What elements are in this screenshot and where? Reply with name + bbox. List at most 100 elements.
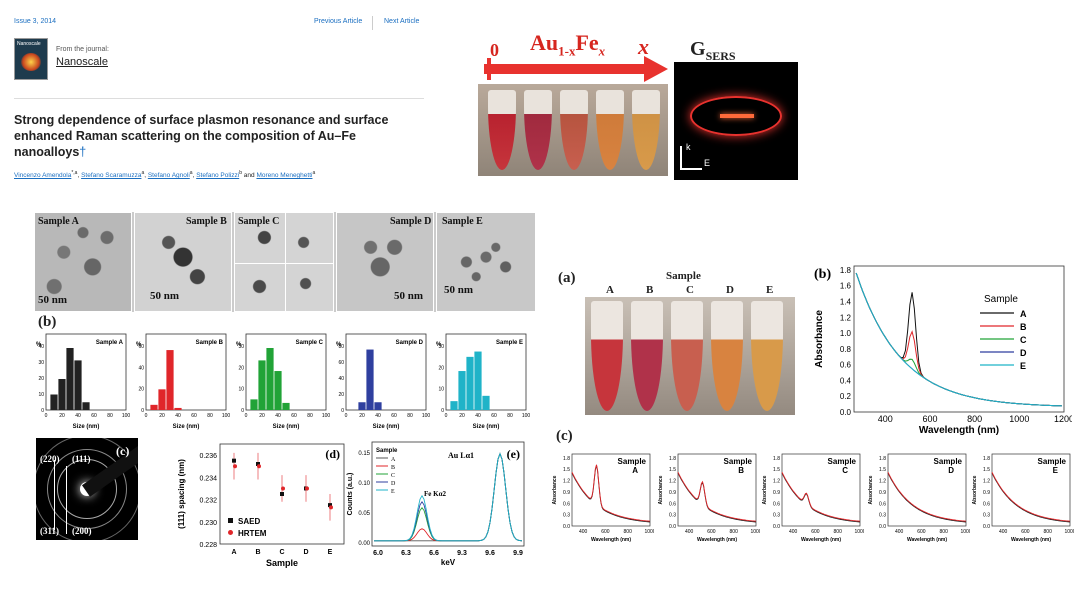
histogram-xtick: 40	[175, 413, 181, 419]
histogram-xtick: 60	[91, 413, 97, 419]
vial	[631, 301, 663, 411]
author-affiliation: a	[189, 170, 193, 176]
histogram-ytick: 20	[338, 392, 344, 398]
vial	[711, 301, 743, 411]
journal-name-link[interactable]: Nanoscale	[56, 56, 108, 68]
issue-label[interactable]: Issue 3, 2014	[14, 18, 57, 25]
histogram-xtick: 0	[345, 413, 348, 419]
histogram-ytick: 30	[38, 360, 44, 366]
histogram-bar	[66, 348, 74, 410]
ytick-label: 0.15	[358, 451, 370, 457]
tem-c-divider	[235, 263, 333, 264]
ytick-label: 0.3	[563, 513, 570, 519]
ytick-label: 1.8	[669, 456, 676, 462]
xtick-label: 800	[1044, 529, 1053, 535]
xtick-label: 1000	[1064, 529, 1074, 535]
author-link[interactable]: Moreno Meneghetti	[256, 172, 313, 180]
histogram-xtick: 40	[375, 413, 381, 419]
spectrum-line	[571, 465, 651, 523]
xtick-label: 1200	[1054, 414, 1072, 424]
histogram-ytick: 60	[338, 360, 344, 366]
histogram-bar	[450, 401, 458, 410]
x-axis-label: Sample	[266, 558, 298, 568]
composition-arrow-bar	[484, 64, 650, 74]
ga-svg	[484, 56, 668, 82]
spectrum-panel-c: 1.8 1.5 1.2 0.9 0.6 0.3 0.0 400 600 800 1000 Wavele…	[762, 453, 864, 543]
author-link[interactable]: Stefano Polizzi	[196, 172, 240, 180]
hrtem-point	[281, 486, 285, 491]
histogram-xtick: 100	[322, 413, 330, 419]
title-line-2: enhanced Raman scattering on the composi…	[14, 129, 356, 143]
author-link[interactable]: Vincenzo Amendola	[14, 172, 72, 180]
scale-bar-e: 50 nm	[444, 284, 474, 296]
histogram-bar	[258, 360, 266, 410]
esi-dagger-link[interactable]: †	[79, 145, 87, 159]
ring-label-200: (200)	[72, 526, 92, 536]
ytick-label: 1.5	[773, 467, 780, 473]
spectrum-line	[781, 472, 861, 523]
composition-arrow-head	[644, 56, 668, 82]
hrtem-point	[233, 464, 237, 469]
legend-title: Sample	[376, 448, 398, 454]
xtick-label: B	[255, 549, 260, 556]
histogram-bar	[174, 407, 182, 410]
xtick-label: 800	[834, 529, 843, 535]
xtick-label: 6.6	[429, 550, 439, 557]
y-axis-label: Absorbance	[814, 310, 825, 368]
ytick-label: 0.05	[358, 511, 370, 517]
xtick-label: 6.0	[373, 550, 383, 557]
field-enhancement-map: k E	[674, 62, 798, 180]
y-axis-label: (111) spacing (nm)	[177, 459, 186, 529]
journal-cover-thumbnail[interactable]: Nanoscale	[14, 38, 48, 80]
x-label: x	[638, 34, 649, 59]
saed-point	[256, 462, 260, 466]
xtick-label: 1000	[750, 529, 760, 535]
legend-label: C	[391, 473, 395, 479]
spectrum-line	[991, 472, 1071, 522]
spectrum-title: Sample	[934, 457, 963, 466]
xtick-label: 400	[999, 529, 1008, 535]
vial	[632, 90, 660, 170]
author-link[interactable]: Stefano Scaramuzza	[81, 172, 142, 180]
spectrum-panel-a: 1.8 1.5 1.2 0.9 0.6 0.3 0.0 400 600 800 1000 Wavele…	[552, 453, 654, 543]
legend-label: D	[391, 481, 396, 487]
sample-letter: E	[766, 284, 774, 296]
plot-frame	[887, 453, 967, 527]
gsers-sub: SERS	[705, 49, 736, 63]
title-line-1: Strong dependence of surface plasmon res…	[14, 113, 389, 127]
histogram-xtick: 100	[422, 413, 430, 419]
hrtem-point	[329, 505, 333, 510]
histogram-bar	[266, 348, 274, 410]
ytick-label: 0.228	[199, 542, 217, 549]
histogram-xtick: 60	[491, 413, 497, 419]
tem-image-c	[234, 212, 334, 312]
histogram-xlabel: Size (nm)	[373, 424, 400, 430]
formula-sub-2: x	[598, 43, 606, 59]
histogram-ytick: 30	[438, 344, 444, 350]
histogram-ytick: 0	[341, 408, 344, 414]
histogram-xtick: 0	[45, 413, 48, 419]
ytick-label: 1.2	[879, 479, 886, 485]
ytick-label: 0.3	[773, 513, 780, 519]
saed-point	[328, 503, 332, 508]
ytick-label: 1.8	[840, 266, 852, 275]
histogram-ytick: 0	[441, 408, 444, 414]
legend-label: A	[1020, 309, 1027, 319]
spectrum-title: Sample	[828, 457, 857, 466]
next-article-link[interactable]: Next Article	[384, 18, 420, 25]
tem-image-strip: Sample A Sample B Sample C Sample D Samp…	[34, 212, 536, 312]
previous-article-link[interactable]: Previous Article	[314, 18, 363, 25]
x-axis-label: Wavelength (nm)	[907, 537, 947, 543]
ring-label-111: (111)	[72, 454, 91, 464]
ytick-label: 0.3	[879, 513, 886, 519]
author-link[interactable]: Stefano Agnoli	[147, 172, 190, 180]
saed-point	[232, 458, 236, 463]
xtick-label: 400	[579, 529, 588, 535]
histogram-xtick: 0	[445, 413, 448, 419]
histogram-ylabel: %	[136, 342, 142, 348]
y-axis-label: Absorbance	[658, 475, 664, 504]
edx-series-line	[374, 452, 523, 542]
histogram-bar	[466, 356, 474, 410]
histogram-ytick: 0	[241, 408, 244, 414]
histogram-xlabel: Size (nm)	[173, 424, 200, 430]
